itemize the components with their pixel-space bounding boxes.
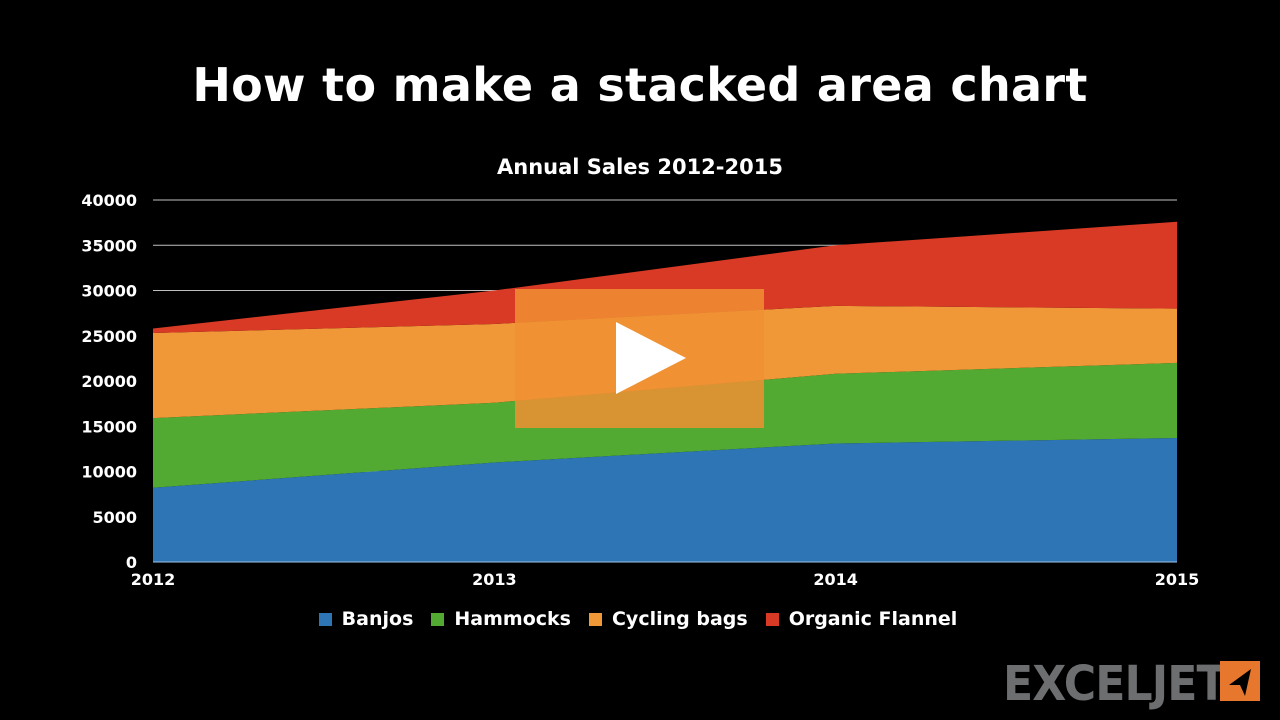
- y-tick-label: 40000: [81, 191, 137, 210]
- legend-label: Organic Flannel: [788, 608, 958, 630]
- legend-swatch-cycling-bags: [588, 612, 602, 626]
- legend-label: Banjos: [341, 608, 414, 630]
- logo-cursor-icon: [1220, 661, 1260, 701]
- legend-label: Cycling bags: [611, 608, 748, 630]
- legend-swatch-organic-flannel: [765, 612, 779, 626]
- y-tick-label: 10000: [81, 463, 137, 482]
- y-tick-label: 15000: [81, 417, 137, 436]
- x-axis-ticks: 2012 2013 2014 2015: [131, 570, 1200, 589]
- area-organic-flannel: [153, 221, 1177, 334]
- chart-legend: Banjos Hammocks Cycling bags Organic Fla…: [0, 608, 1280, 630]
- y-tick-label: 35000: [81, 236, 137, 255]
- y-tick-label: 5000: [92, 508, 137, 527]
- play-icon: [616, 322, 686, 394]
- y-axis-ticks: 0 5000 10000 15000 20000 25000 30000 35000 40000: [81, 191, 137, 572]
- x-tick-label: 2014: [813, 570, 858, 589]
- page-title: How to make a stacked area chart: [192, 58, 1088, 112]
- y-tick-label: 20000: [81, 372, 137, 391]
- exceljet-logo: EXCELJET: [1003, 656, 1260, 712]
- chart-title: Annual Sales 2012-2015: [497, 155, 783, 179]
- play-button[interactable]: [515, 289, 764, 428]
- legend-item-banjos: Banjos: [318, 608, 414, 630]
- y-tick-label: 30000: [81, 282, 137, 301]
- y-tick-label: 25000: [81, 327, 137, 346]
- logo-text: EXCELJET: [1003, 656, 1227, 712]
- legend-item-cycling-bags: Cycling bags: [588, 608, 748, 630]
- legend-label: Hammocks: [454, 608, 571, 630]
- area-banjos: [153, 438, 1177, 562]
- legend-item-hammocks: Hammocks: [431, 608, 571, 630]
- x-tick-label: 2015: [1155, 570, 1200, 589]
- x-tick-label: 2012: [131, 570, 176, 589]
- legend-swatch-hammocks: [431, 612, 445, 626]
- legend-item-organic-flannel: Organic Flannel: [765, 608, 958, 630]
- x-tick-label: 2013: [472, 570, 517, 589]
- legend-swatch-banjos: [318, 612, 332, 626]
- y-tick-label: 0: [126, 553, 137, 572]
